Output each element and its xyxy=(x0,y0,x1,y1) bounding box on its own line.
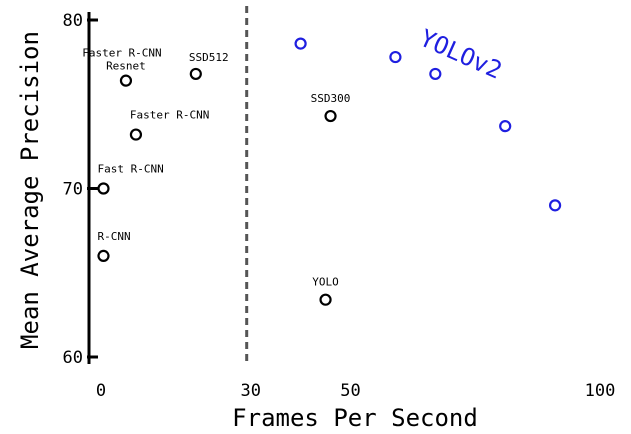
point-label-ssd300: SSD300 xyxy=(311,92,351,105)
point-label-fast-r-cnn: Fast R-CNN xyxy=(97,163,163,176)
y-tick-label-60: 60 xyxy=(63,348,83,368)
point-label-faster-r-cnn: Faster R-CNN xyxy=(130,109,209,122)
point-yolov2-2 xyxy=(389,50,402,64)
point-fast-r-cnn xyxy=(97,182,110,195)
x-tick-label-30: 30 xyxy=(240,381,260,401)
point-ssd300 xyxy=(324,109,337,123)
y-axis-label: Mean Average Precision xyxy=(16,31,44,349)
x-tick-label-0: 0 xyxy=(96,381,106,401)
point-yolov2-5 xyxy=(548,199,562,212)
x-tick-label-50: 50 xyxy=(340,381,360,401)
x-axis-label: Frames Per Second xyxy=(232,404,478,432)
point-yolov2-4 xyxy=(499,120,512,133)
point-faster-r-cnn-resnet xyxy=(119,74,133,87)
y-tick-label-80: 80 xyxy=(63,11,83,31)
point-ssd512 xyxy=(189,67,202,81)
point-faster-r-cnn xyxy=(129,128,143,141)
point-yolov2-1 xyxy=(294,37,307,50)
point-label-r-cnn: R-CNN xyxy=(97,230,130,243)
point-yolo xyxy=(319,293,332,306)
point-label-yolo: YOLO xyxy=(312,276,339,289)
y-tick-label-70: 70 xyxy=(63,180,83,200)
x-tick-label-100: 100 xyxy=(585,381,616,401)
axes: 60 70 80 0 30 50 100 xyxy=(63,11,616,401)
point-r-cnn xyxy=(97,249,110,262)
point-label-ssd512: SSD512 xyxy=(189,51,229,64)
point-label-faster-r-cnn-resnet: Faster R-CNN xyxy=(82,47,161,60)
point-label-faster-r-cnn-resnet-line2: Resnet xyxy=(106,60,146,73)
point-yolov2-3 xyxy=(429,67,442,81)
series-label-yolov2: YOLOv2 xyxy=(416,24,507,85)
